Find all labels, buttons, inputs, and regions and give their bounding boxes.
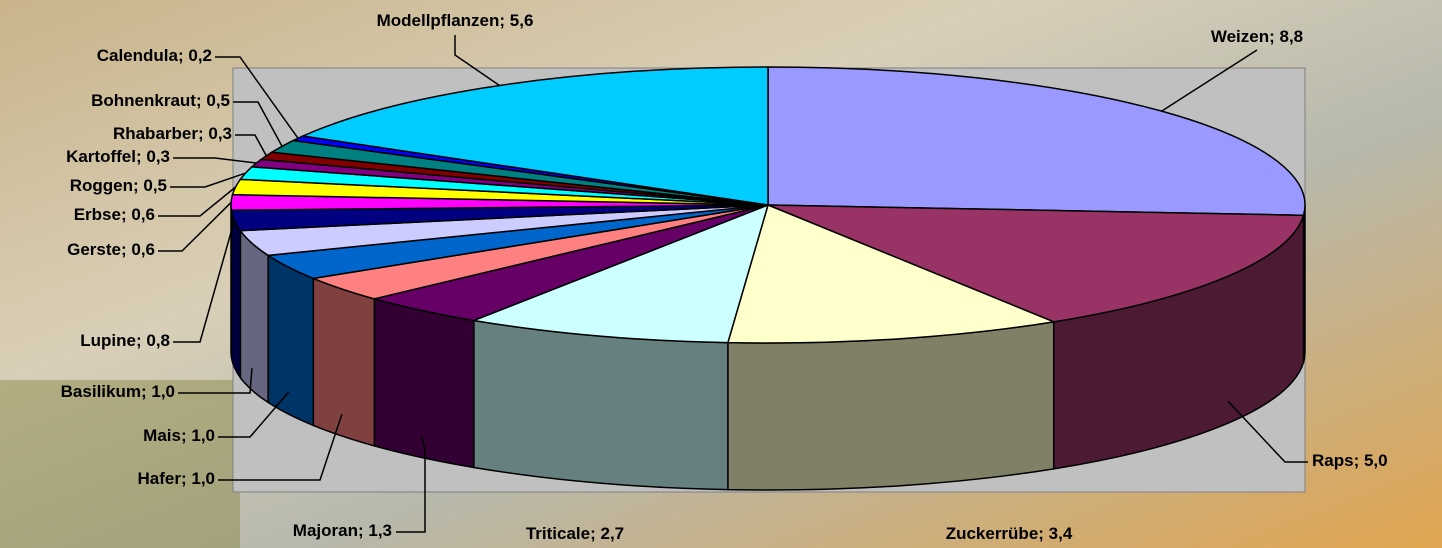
slice-side [268,255,313,425]
label-category: Roggen [70,176,133,195]
label-separator: ; [1354,451,1364,470]
label-value: 1,0 [191,469,215,488]
label-category: Lupine [80,331,136,350]
data-label: Hafer; 1,0 [138,469,216,488]
data-label: Gerste; 0,6 [67,240,155,259]
label-value: 3,4 [1049,524,1073,543]
slice-side [374,299,473,468]
data-label: Rhabarber; 0,3 [113,124,232,143]
data-label: Bohnenkraut; 0,5 [91,91,230,110]
label-separator: ; [136,331,146,350]
label-separator: ; [590,524,600,543]
data-label: Raps; 5,0 [1312,451,1388,470]
label-category: Mais [143,426,181,445]
label-category: Majoran [293,521,358,540]
label-value: 0,6 [131,205,155,224]
label-separator: ; [1038,524,1048,543]
label-value: 1,3 [368,521,392,540]
data-label: Basilikum; 1,0 [61,382,175,401]
label-value: 5,0 [1364,451,1388,470]
label-category: Gerste [67,240,121,259]
label-value: 0,5 [143,176,167,195]
label-separator: ; [133,176,143,195]
label-separator: ; [181,469,191,488]
background-field [0,380,240,548]
label-category: Raps [1312,451,1354,470]
label-category: Bohnenkraut [91,91,196,110]
data-label: Modellpflanzen; 5,6 [377,11,534,30]
label-value: 1,0 [191,426,215,445]
data-label: Erbse; 0,6 [74,205,155,224]
label-separator: ; [499,11,509,30]
label-separator: ; [121,240,131,259]
data-label: Zuckerrübe; 3,4 [946,524,1073,543]
label-value: 0,5 [206,91,230,110]
data-label: Roggen; 0,5 [70,176,167,195]
slice-side [240,231,268,403]
label-category: Kartoffel [66,147,136,166]
slice-side [231,210,240,377]
label-category: Triticale [526,524,590,543]
label-separator: ; [178,46,188,65]
data-label: Mais; 1,0 [143,426,215,445]
label-category: Zuckerrübe [946,524,1039,543]
data-label: Lupine; 0,8 [80,331,170,350]
label-category: Basilikum [61,382,141,401]
label-value: 1,0 [151,382,175,401]
label-separator: ; [141,382,151,401]
slice-side [474,320,728,489]
slice-side [313,278,374,445]
label-value: 8,8 [1280,27,1304,46]
chart: Weizen; 8,8 Raps; 5,0 Zuckerrübe; 3,4 Triti… [0,0,1442,548]
data-label: Majoran; 1,3 [293,521,392,540]
label-separator: ; [121,205,131,224]
label-value: 0,2 [188,46,212,65]
label-category: Calendula [97,46,179,65]
label-value: 5,6 [510,11,534,30]
label-value: 0,6 [131,240,155,259]
label-value: 0,8 [146,331,170,350]
label-category: Erbse [74,205,121,224]
label-category: Weizen [1211,27,1269,46]
label-category: Rhabarber [113,124,198,143]
data-label: Calendula; 0,2 [97,46,212,65]
data-label: Weizen; 8,8 [1211,27,1303,46]
label-separator: ; [181,426,191,445]
slice-side [728,322,1054,490]
label-separator: ; [1269,27,1279,46]
data-label: Triticale; 2,7 [526,524,624,543]
label-category: Hafer [138,469,182,488]
data-label: Kartoffel; 0,3 [66,147,170,166]
label-separator: ; [358,521,368,540]
label-value: 0,3 [146,147,170,166]
label-separator: ; [196,91,206,110]
label-value: 0,3 [208,124,232,143]
label-value: 2,7 [601,524,625,543]
label-separator: ; [136,147,146,166]
label-separator: ; [198,124,208,143]
label-category: Modellpflanzen [377,11,500,30]
